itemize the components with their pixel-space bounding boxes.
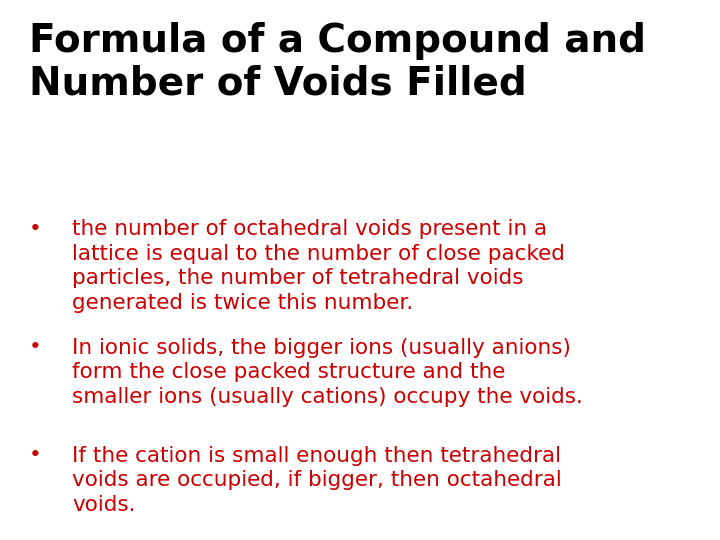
Text: Formula of a Compound and
Number of Voids Filled: Formula of a Compound and Number of Void… xyxy=(29,22,646,102)
Text: •: • xyxy=(29,338,42,357)
Text: •: • xyxy=(29,219,42,239)
Text: •: • xyxy=(29,446,42,465)
Text: the number of octahedral voids present in a
lattice is equal to the number of cl: the number of octahedral voids present i… xyxy=(72,219,565,313)
Text: If the cation is small enough then tetrahedral
voids are occupied, if bigger, th: If the cation is small enough then tetra… xyxy=(72,446,562,515)
Text: In ionic solids, the bigger ions (usually anions)
form the close packed structur: In ionic solids, the bigger ions (usuall… xyxy=(72,338,583,407)
